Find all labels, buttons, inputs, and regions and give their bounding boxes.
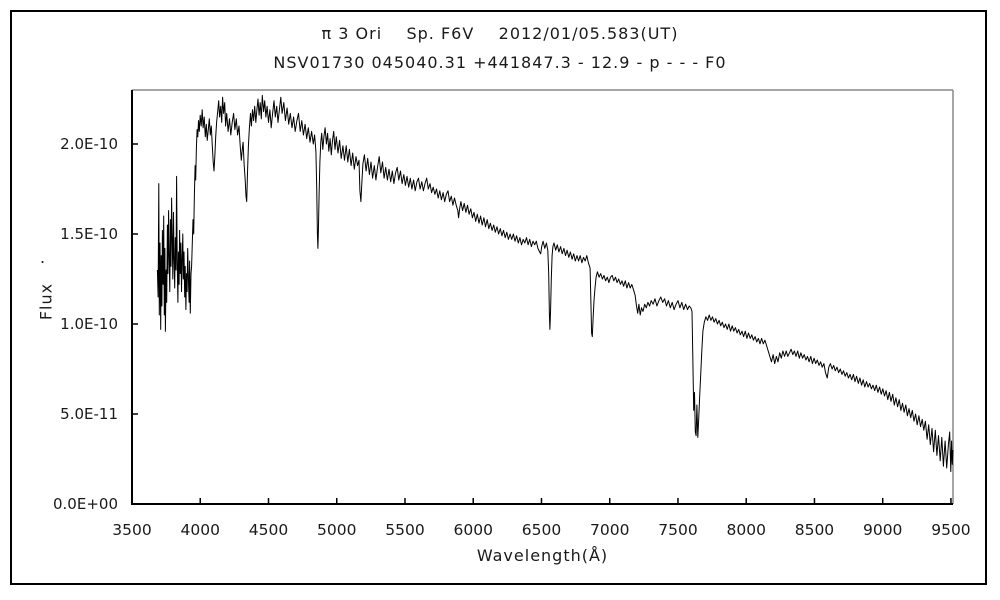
chart-title: π 3 Ori Sp. F6V 2012/01/05.583(UT) [321,24,679,43]
y-axis-label: Flux [36,282,56,321]
y-tick-label: 1.5E-10 [60,225,118,243]
x-tick-label: 8500 [795,521,834,539]
x-tick-label: 4500 [249,521,288,539]
x-tick-label: 5000 [317,521,356,539]
x-tick-label: 6500 [522,521,561,539]
x-tick-label: 6000 [454,521,493,539]
flux-label-dot: . [40,248,46,267]
x-tick-label: 4000 [181,521,220,539]
x-tick-label: 5500 [385,521,424,539]
x-tick-label: 7500 [658,521,697,539]
y-tick-label: 0.0E+00 [53,495,118,513]
spectrum-line [156,94,954,473]
chart-subtitle: NSV01730 045040.31 +441847.3 - 12.9 - p … [273,53,727,72]
x-tick-label: 3500 [112,521,151,539]
x-tick-label: 9000 [863,521,902,539]
y-tick-label: 2.0E-10 [60,135,118,153]
x-tick-label: 7000 [590,521,629,539]
y-tick-label: 1.0E-10 [60,315,118,333]
x-axis-label: Wavelength(Å) [476,546,609,565]
x-tick-label: 8000 [726,521,765,539]
x-tick-label: 9500 [931,521,970,539]
y-tick-label: 5.0E-11 [60,405,118,423]
